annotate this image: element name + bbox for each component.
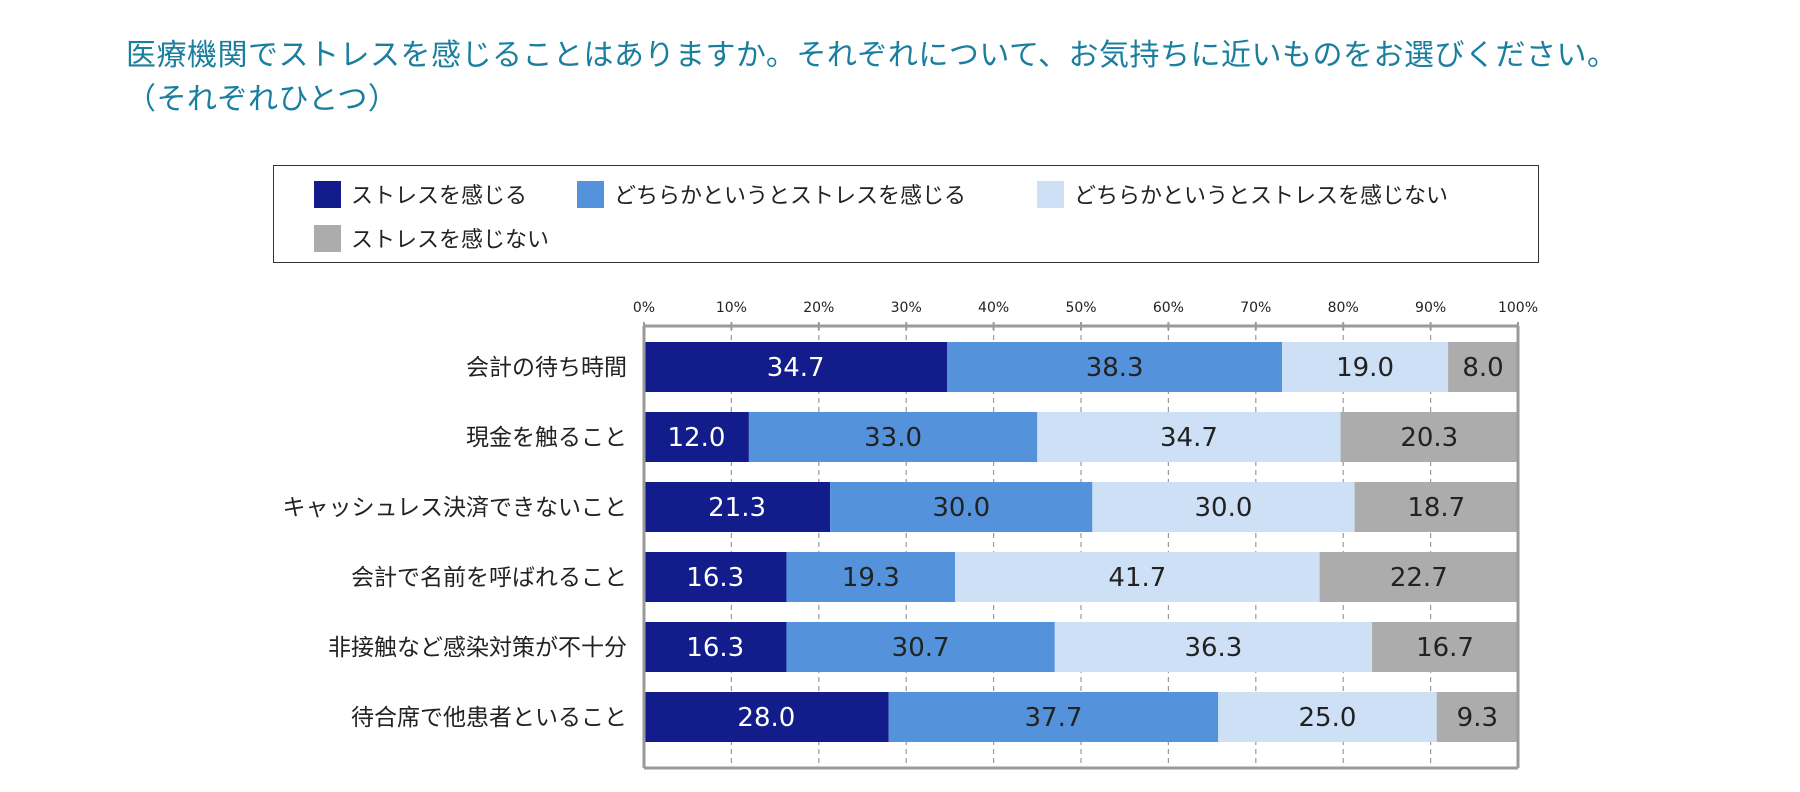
data-label: 22.7	[1390, 563, 1448, 593]
bar-segment	[1092, 482, 1355, 532]
data-label: 34.7	[1160, 423, 1218, 453]
data-label: 16.7	[1416, 633, 1474, 663]
bar-segment	[1436, 692, 1518, 742]
legend-item-no-stress: ストレスを感じない	[314, 222, 549, 254]
legend-swatch	[1037, 180, 1064, 208]
data-label: 36.3	[1184, 633, 1242, 663]
data-label: 37.7	[1025, 703, 1083, 733]
category-label: 非接触など感染対策が不十分	[328, 635, 627, 661]
bar-segment	[955, 552, 1320, 602]
data-label: 38.3	[1086, 353, 1144, 383]
legend: ストレスを感じる どちらかというとストレスを感じる どちらかというとストレスを感…	[273, 165, 1539, 263]
x-tick-label: 60%	[1153, 300, 1184, 316]
bar-segment	[1372, 622, 1518, 672]
x-tick-label: 100%	[1498, 300, 1538, 316]
category-label: 会計の待ち時間	[466, 355, 627, 381]
legend-item-somewhat-stress: どちらかというとストレスを感じる	[577, 178, 966, 210]
bar-segment	[1448, 342, 1518, 392]
legend-label: どちらかというとストレスを感じる	[614, 184, 967, 209]
x-tick-label: 0%	[633, 300, 655, 316]
data-label: 33.0	[864, 423, 922, 453]
data-label: 20.3	[1400, 423, 1458, 453]
bar-segment	[830, 482, 1093, 532]
x-tick-label: 10%	[716, 300, 747, 316]
bar-segment	[888, 692, 1219, 742]
data-label: 21.3	[708, 493, 766, 523]
category-label: 現金を触ること	[466, 425, 627, 451]
bar-segment	[748, 412, 1038, 462]
x-tick-label: 20%	[803, 300, 834, 316]
bar-segment	[644, 482, 831, 532]
bar-segment	[644, 412, 749, 462]
legend-swatch	[314, 224, 341, 252]
bar-segment	[644, 342, 948, 392]
bar-segment	[644, 552, 787, 602]
legend-label: ストレスを感じない	[351, 228, 550, 253]
x-tick-label: 50%	[1065, 300, 1096, 316]
bar-segment	[1340, 412, 1518, 462]
legend-swatch	[577, 180, 604, 208]
category-label: 待合席で他患者といること	[351, 705, 627, 731]
data-label: 19.0	[1336, 353, 1394, 383]
legend-label: ストレスを感じる	[351, 184, 528, 209]
bar-segment	[644, 622, 787, 672]
category-label: 会計で名前を呼ばれること	[351, 565, 627, 591]
data-label: 9.3	[1457, 703, 1498, 733]
bar-segment	[1037, 412, 1341, 462]
x-tick-label: 80%	[1328, 300, 1359, 316]
data-label: 25.0	[1299, 703, 1357, 733]
data-label: 16.3	[686, 563, 744, 593]
bar-segment	[1218, 692, 1437, 742]
x-tick-label: 40%	[978, 300, 1009, 316]
legend-swatch	[314, 180, 341, 208]
legend-label: どちらかというとストレスを感じない	[1074, 184, 1449, 209]
data-label: 12.0	[667, 423, 725, 453]
data-label: 30.0	[932, 493, 990, 523]
data-label: 30.0	[1195, 493, 1253, 523]
data-label: 18.7	[1407, 493, 1465, 523]
legend-item-somewhat-no-stress: どちらかというとストレスを感じない	[1037, 178, 1448, 210]
data-label: 8.0	[1462, 353, 1503, 383]
chart-title: 医療機関でストレスを感じることはありますか。それぞれについて、お気持ちに近いもの…	[126, 34, 1766, 122]
data-label: 19.3	[842, 563, 900, 593]
legend-item-stress: ストレスを感じる	[314, 178, 527, 210]
bar-segment	[786, 622, 1055, 672]
data-label: 16.3	[686, 633, 744, 663]
bar-segment	[1319, 552, 1518, 602]
x-tick-label: 30%	[891, 300, 922, 316]
bar-segment	[1282, 342, 1449, 392]
bar-segment	[947, 342, 1283, 392]
bar-segment	[1354, 482, 1518, 532]
category-label: キャッシュレス決済できないこと	[282, 495, 627, 521]
bar-segment	[786, 552, 956, 602]
x-tick-label: 90%	[1415, 300, 1446, 316]
x-tick-label: 70%	[1240, 300, 1271, 316]
data-label: 41.7	[1108, 563, 1166, 593]
data-label: 34.7	[767, 353, 825, 383]
bar-segment	[644, 692, 889, 742]
chart-title-line-2: （それぞれひとつ）	[126, 82, 399, 117]
bar-segment	[1054, 622, 1373, 672]
data-label: 28.0	[737, 703, 795, 733]
chart-title-line-1: 医療機関でストレスを感じることはありますか。それぞれについて、お気持ちに近いもの…	[126, 38, 1618, 73]
data-label: 30.7	[892, 633, 950, 663]
